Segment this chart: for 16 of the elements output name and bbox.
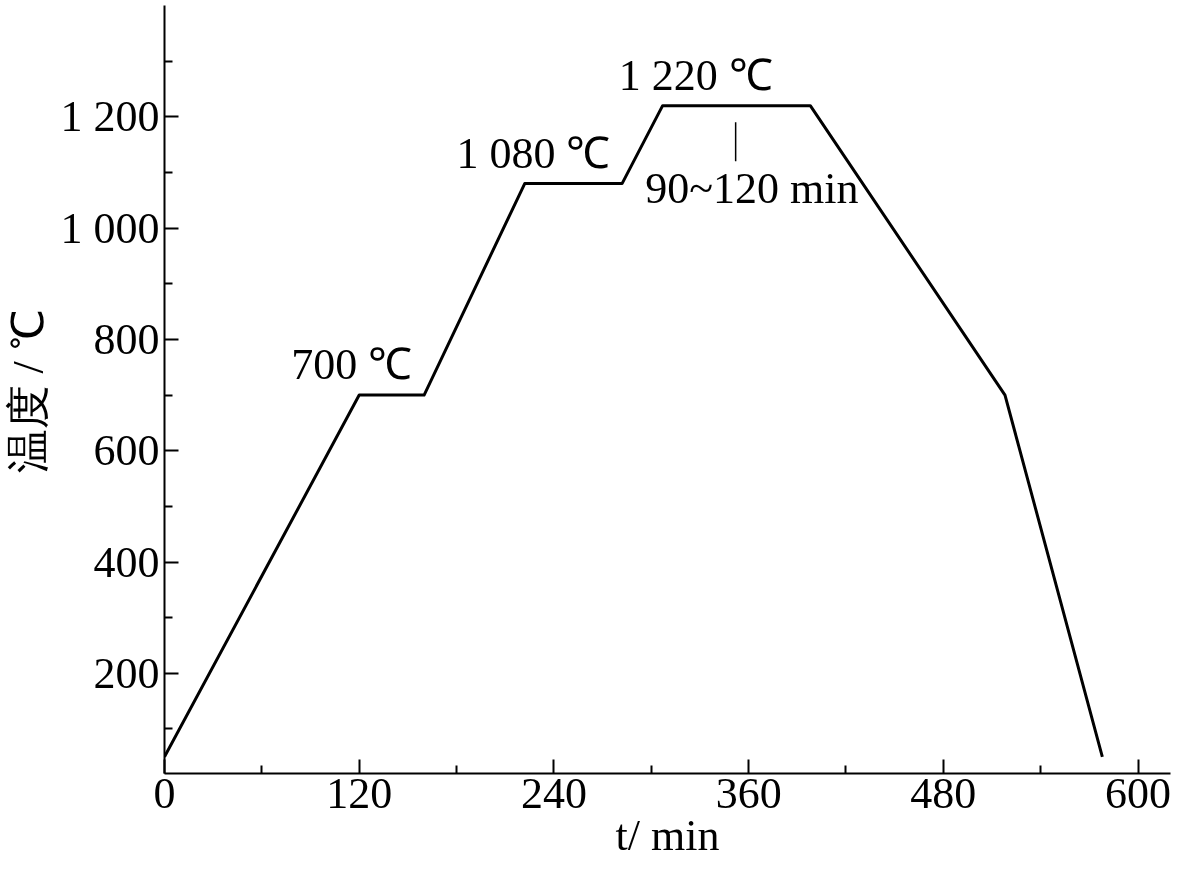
annotation: 90~120 min [645,164,859,214]
x-tick-label: 600 [1105,768,1172,818]
y-tick-label: 1 200 [60,92,160,142]
x-tick-label: 480 [910,768,977,818]
y-tick-label: 800 [93,314,160,364]
y-tick-label: 200 [93,648,160,698]
x-tick-label: 240 [520,768,587,818]
x-tick-label: 120 [326,768,393,818]
x-tick-label: 0 [153,768,176,818]
annotation: 1 220 ℃ [618,50,773,100]
y-tick-label: 1 000 [60,203,160,253]
y-axis-title: 温度 / ℃ [3,309,53,473]
y-tick-label: 400 [93,537,160,587]
y-tick-label: 600 [93,426,160,476]
annotation: 1 080 ℃ [456,128,611,178]
annotation: 700 ℃ [291,340,413,390]
